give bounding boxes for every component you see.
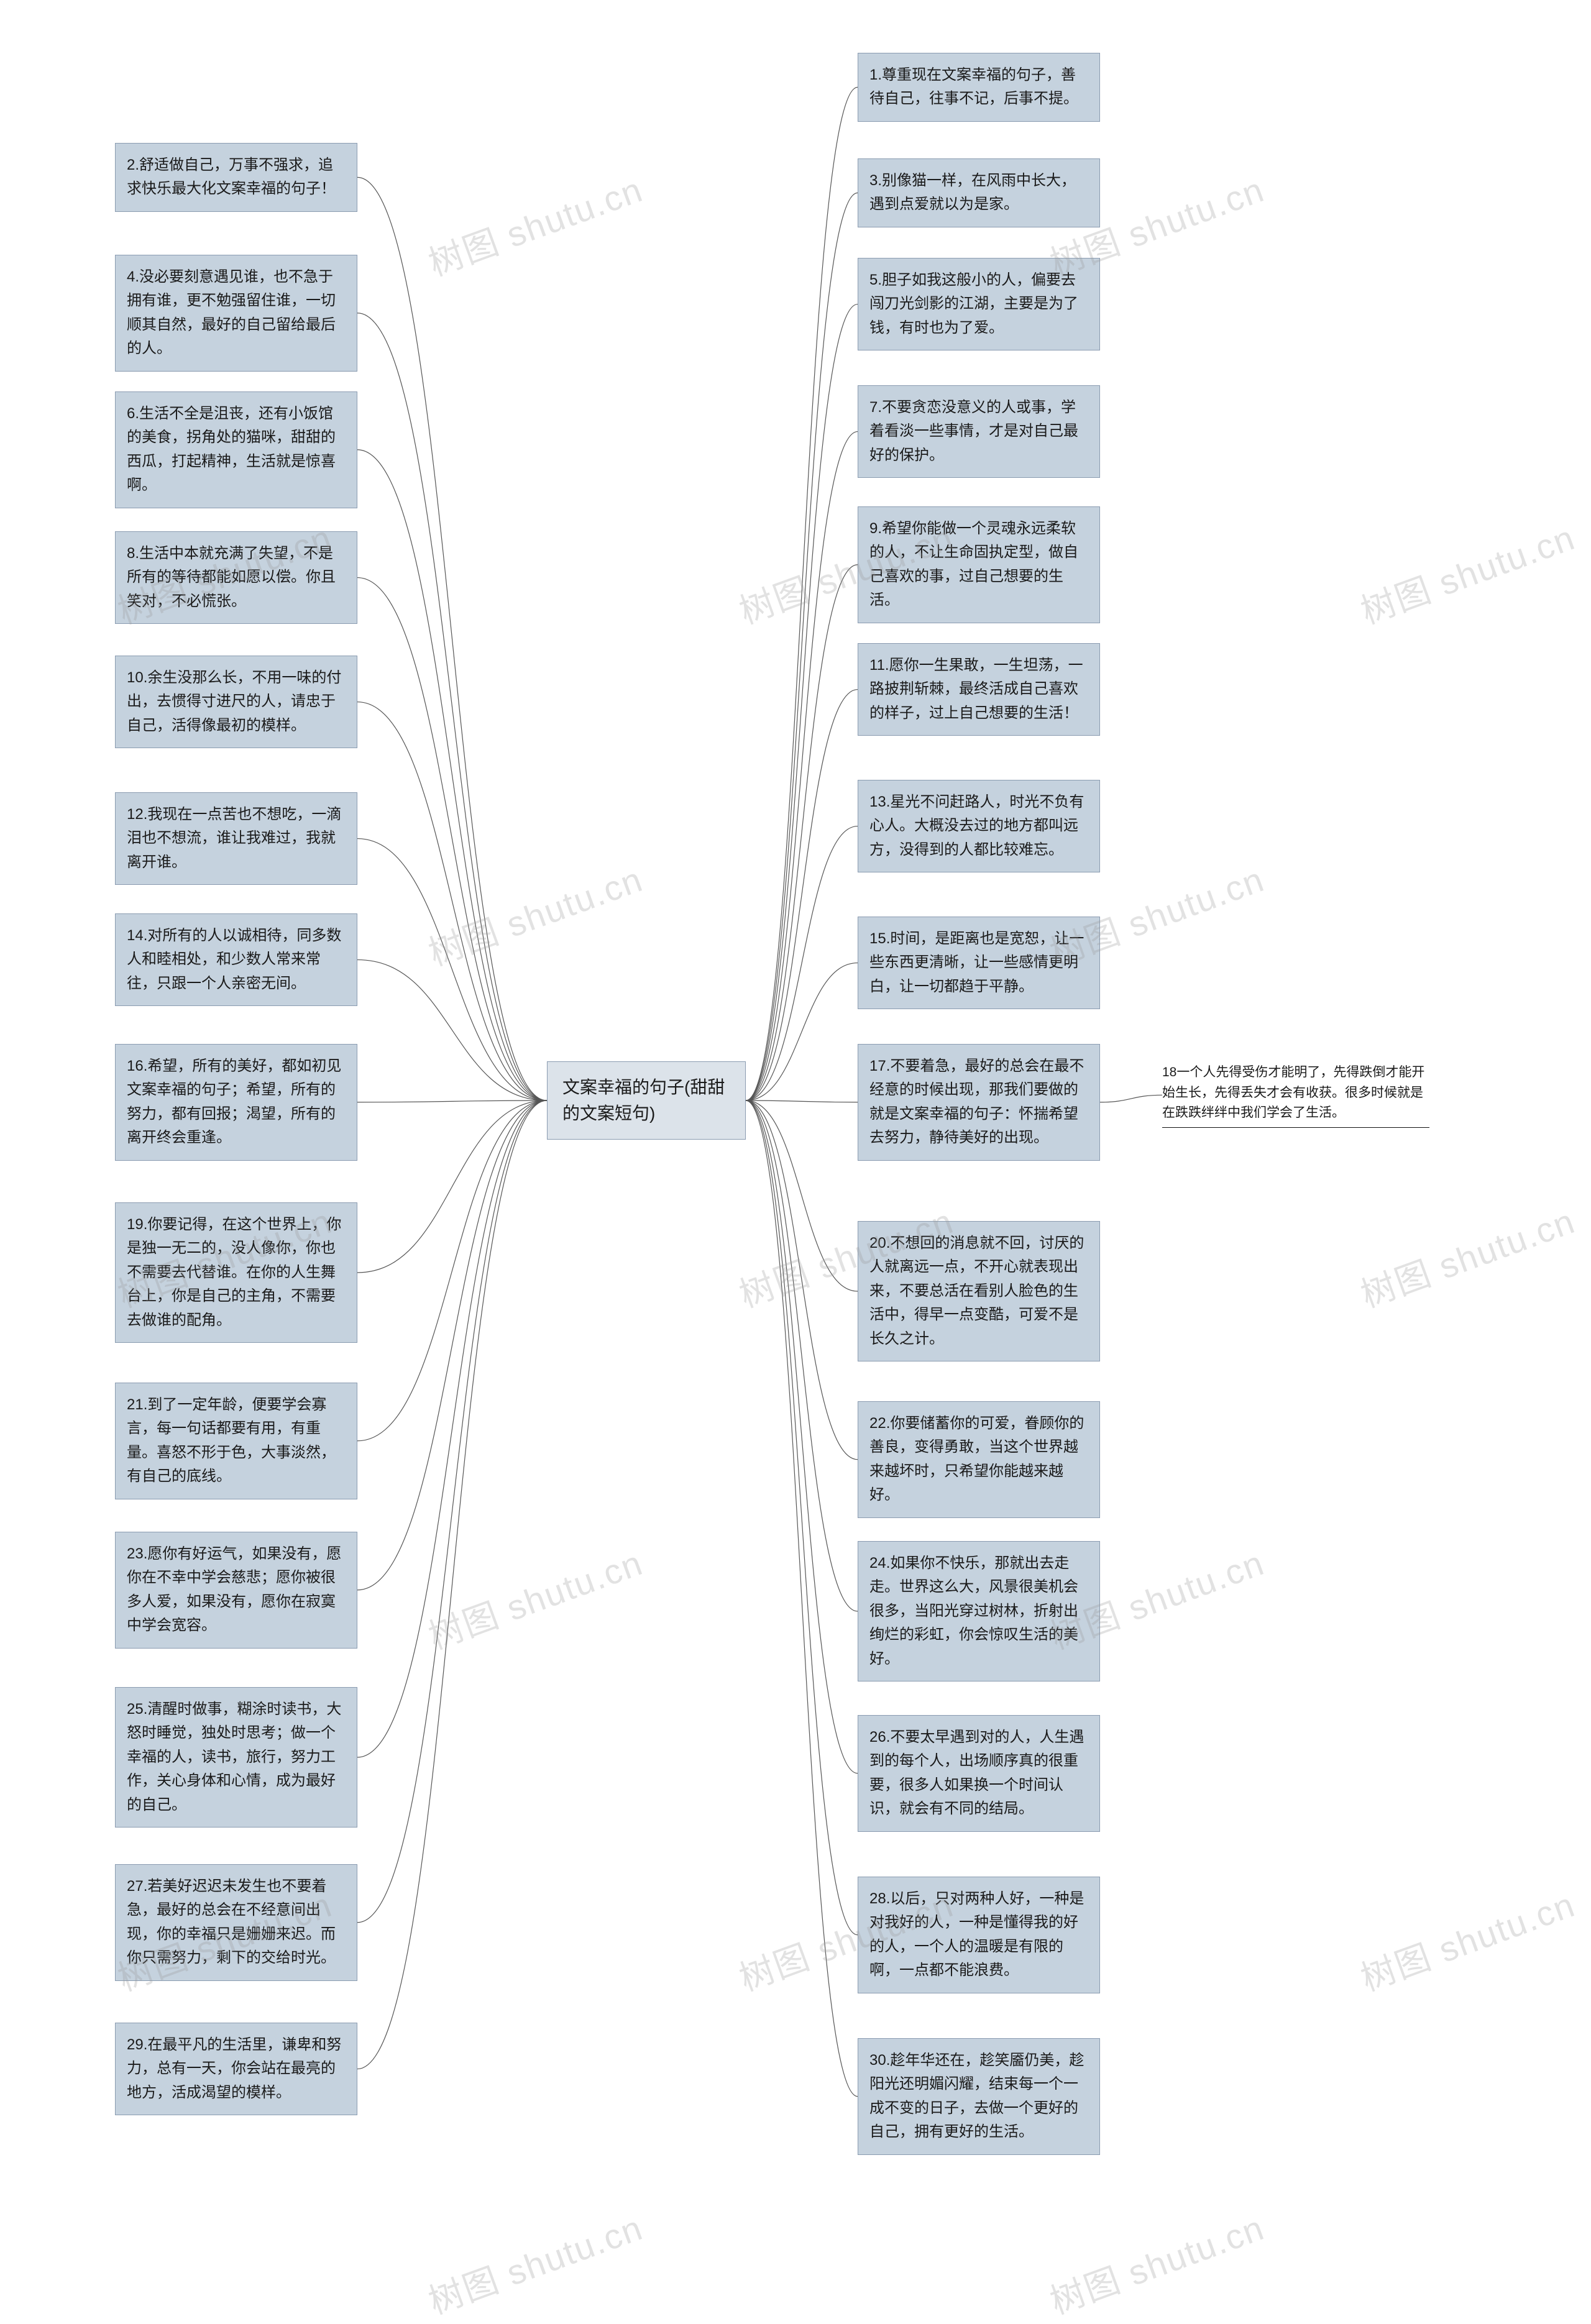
- watermark: 树图 shutu.cn: [1042, 2200, 1270, 2324]
- right-node: 1.尊重现在文案幸福的句子，善待自己，往事不记，后事不提。: [858, 53, 1100, 122]
- left-node-text: 25.清醒时做事，糊涂时读书，大怒时睡觉，独处时思考；做一个幸福的人，读书，旅行…: [127, 1701, 341, 1813]
- left-node-text: 12.我现在一点苦也不想吃，一滴泪也不想流，谁让我难过，我就离开谁。: [127, 806, 341, 871]
- left-node: 21.到了一定年龄，便要学会寡言，每一句话都要有用，有重量。喜怒不形于色，大事淡…: [115, 1383, 357, 1499]
- left-node: 23.愿你有好运气，如果没有，愿你在不幸中学会慈悲；愿你被很多人爱，如果没有，愿…: [115, 1532, 357, 1649]
- left-node: 25.清醒时做事，糊涂时读书，大怒时睡觉，独处时思考；做一个幸福的人，读书，旅行…: [115, 1687, 357, 1828]
- left-node: 16.希望，所有的美好，都如初见文案幸福的句子；希望，所有的努力，都有回报；渴望…: [115, 1044, 357, 1161]
- left-node: 12.我现在一点苦也不想吃，一滴泪也不想流，谁让我难过，我就离开谁。: [115, 792, 357, 885]
- left-node-text: 14.对所有的人以诚相待，同多数人和睦相处，和少数人常来常往，只跟一个人亲密无间…: [127, 927, 341, 992]
- left-node-text: 21.到了一定年龄，便要学会寡言，每一句话都要有用，有重量。喜怒不形于色，大事淡…: [127, 1396, 336, 1485]
- left-node-text: 6.生活不全是沮丧，还有小饭馆的美食，拐角处的猫咪，甜甜的西瓜，打起精神，生活就…: [127, 405, 336, 493]
- left-node-text: 23.愿你有好运气，如果没有，愿你在不幸中学会慈悲；愿你被很多人爱，如果没有，愿…: [127, 1545, 341, 1634]
- left-node-text: 4.没必要刻意遇见谁，也不急于拥有谁，更不勉强留住谁，一切顺其自然，最好的自己留…: [127, 268, 336, 357]
- left-node-text: 8.生活中本就充满了失望，不是所有的等待都能如愿以偿。你且笑对，不必慌张。: [127, 545, 336, 610]
- left-node: 8.生活中本就充满了失望，不是所有的等待都能如愿以偿。你且笑对，不必慌张。: [115, 531, 357, 624]
- left-node-text: 16.希望，所有的美好，都如初见文案幸福的句子；希望，所有的努力，都有回报；渴望…: [127, 1058, 341, 1146]
- right-node: 13.星光不问赶路人，时光不负有心人。大概没去过的地方都叫远方，没得到的人都比较…: [858, 780, 1100, 872]
- right-node-text: 13.星光不问赶路人，时光不负有心人。大概没去过的地方都叫远方，没得到的人都比较…: [869, 794, 1084, 858]
- right-node: 26.不要太早遇到对的人，人生遇到的每个人，出场顺序真的很重要，很多人如果换一个…: [858, 1715, 1100, 1832]
- right-node-text: 3.别像猫一样，在风雨中长大，遇到点爱就以为是家。: [869, 172, 1076, 213]
- left-node-text: 10.余生没那么长，不用一味的付出，去惯得寸进尺的人，请忠于自己，活得像最初的模…: [127, 669, 341, 734]
- watermark: 树图 shutu.cn: [421, 852, 649, 976]
- right-node-text: 9.希望你能做一个灵魂永远柔软的人，不让生命固执定型，做自己喜欢的事，过自己想要…: [869, 520, 1078, 608]
- right-node-text: 20.不想回的消息就不回，讨厌的人就离远一点，不开心就表现出来，不要总活在看别人…: [869, 1235, 1084, 1347]
- right-node: 15.时间，是距离也是宽恕，让一些东西更清晰，让一些感情更明白，让一切都趋于平静…: [858, 917, 1100, 1009]
- left-node-text: 19.你要记得，在这个世界上，你是独一无二的，没人像你，你也不需要去代替谁。在你…: [127, 1216, 341, 1329]
- left-node: 2.舒适做自己，万事不强求，追求快乐最大化文案幸福的句子！: [115, 143, 357, 212]
- grandchild-node: 18一个人先得受伤才能明了，先得跌倒才能开始生长，先得丢失才会有收获。很多时候就…: [1162, 1063, 1429, 1128]
- watermark: 树图 shutu.cn: [421, 162, 649, 286]
- watermark: 树图 shutu.cn: [1353, 1877, 1581, 2001]
- right-node-text: 1.尊重现在文案幸福的句子，善待自己，往事不记，后事不提。: [869, 66, 1078, 107]
- right-node-text: 15.时间，是距离也是宽恕，让一些东西更清晰，让一些感情更明白，让一切都趋于平静…: [869, 930, 1084, 995]
- left-node: 6.生活不全是沮丧，还有小饭馆的美食，拐角处的猫咪，甜甜的西瓜，打起精神，生活就…: [115, 391, 357, 508]
- right-node-text: 5.胆子如我这般小的人，偏要去闯刀光剑影的江湖，主要是为了钱，有时也为了爱。: [869, 272, 1078, 336]
- right-node-text: 17.不要着急，最好的总会在最不经意的时候出现，那我们要做的就是文案幸福的句子：…: [869, 1058, 1084, 1146]
- right-node: 9.希望你能做一个灵魂永远柔软的人，不让生命固执定型，做自己喜欢的事，过自己想要…: [858, 506, 1100, 623]
- right-node: 24.如果你不快乐，那就出去走走。世界这么大，风景很美机会很多，当阳光穿过树林，…: [858, 1541, 1100, 1681]
- right-node-text: 7.不要贪恋没意义的人或事，学着看淡一些事情，才是对自己最好的保护。: [869, 399, 1078, 464]
- center-node: 文案幸福的句子(甜甜的文案短句): [547, 1061, 746, 1140]
- right-node-text: 30.趁年华还在，趁笑靥仍美，趁阳光还明媚闪耀，结束每一个一成不变的日子，去做一…: [869, 2052, 1084, 2140]
- right-node: 28.以后，只对两种人好，一种是对我好的人，一种是懂得我的好的人，一个人的温暖是…: [858, 1877, 1100, 1993]
- grandchild-text: 18一个人先得受伤才能明了，先得跌倒才能开始生长，先得丢失才会有收获。很多时候就…: [1162, 1065, 1424, 1120]
- left-node-text: 29.在最平凡的生活里，谦卑和努力，总有一天，你会站在最亮的地方，活成渴望的模样…: [127, 2036, 341, 2101]
- left-node: 14.对所有的人以诚相待，同多数人和睦相处，和少数人常来常往，只跟一个人亲密无间…: [115, 913, 357, 1006]
- right-node-text: 22.你要储蓄你的可爱，眷顾你的善良，变得勇敢，当这个世界越来越坏时，只希望你能…: [869, 1415, 1084, 1503]
- center-node-text: 文案幸福的句子(甜甜的文案短句): [562, 1077, 725, 1123]
- left-node-text: 2.舒适做自己，万事不强求，追求快乐最大化文案幸福的句子！: [127, 157, 336, 197]
- right-node: 20.不想回的消息就不回，讨厌的人就离远一点，不开心就表现出来，不要总活在看别人…: [858, 1221, 1100, 1361]
- left-node: 27.若美好迟迟未发生也不要着急，最好的总会在不经意间出现，你的幸福只是姗姗来迟…: [115, 1864, 357, 1981]
- left-node: 19.你要记得，在这个世界上，你是独一无二的，没人像你，你也不需要去代替谁。在你…: [115, 1202, 357, 1343]
- watermark: 树图 shutu.cn: [1353, 1194, 1581, 1318]
- left-node: 29.在最平凡的生活里，谦卑和努力，总有一天，你会站在最亮的地方，活成渴望的模样…: [115, 2023, 357, 2115]
- right-node: 30.趁年华还在，趁笑靥仍美，趁阳光还明媚闪耀，结束每一个一成不变的日子，去做一…: [858, 2038, 1100, 2155]
- right-node-text: 11.愿你一生果敢，一生坦荡，一路披荆斩棘，最终活成自己喜欢的样子，过上自己想要…: [869, 657, 1083, 721]
- right-node-text: 24.如果你不快乐，那就出去走走。世界这么大，风景很美机会很多，当阳光穿过树林，…: [869, 1555, 1078, 1667]
- right-node: 22.你要储蓄你的可爱，眷顾你的善良，变得勇敢，当这个世界越来越坏时，只希望你能…: [858, 1401, 1100, 1518]
- right-node-text: 26.不要太早遇到对的人，人生遇到的每个人，出场顺序真的很重要，很多人如果换一个…: [869, 1729, 1084, 1817]
- right-node: 11.愿你一生果敢，一生坦荡，一路披荆斩棘，最终活成自己喜欢的样子，过上自己想要…: [858, 643, 1100, 736]
- watermark: 树图 shutu.cn: [421, 1535, 649, 1660]
- watermark: 树图 shutu.cn: [421, 2200, 649, 2324]
- right-node: 17.不要着急，最好的总会在最不经意的时候出现，那我们要做的就是文案幸福的句子：…: [858, 1044, 1100, 1161]
- right-node: 5.胆子如我这般小的人，偏要去闯刀光剑影的江湖，主要是为了钱，有时也为了爱。: [858, 258, 1100, 350]
- watermark: 树图 shutu.cn: [1353, 510, 1581, 634]
- right-node-text: 28.以后，只对两种人好，一种是对我好的人，一种是懂得我的好的人，一个人的温暖是…: [869, 1890, 1084, 1979]
- left-node: 4.没必要刻意遇见谁，也不急于拥有谁，更不勉强留住谁，一切顺其自然，最好的自己留…: [115, 255, 357, 372]
- right-node: 7.不要贪恋没意义的人或事，学着看淡一些事情，才是对自己最好的保护。: [858, 385, 1100, 478]
- left-node-text: 27.若美好迟迟未发生也不要着急，最好的总会在不经意间出现，你的幸福只是姗姗来迟…: [127, 1878, 336, 1966]
- left-node: 10.余生没那么长，不用一味的付出，去惯得寸进尺的人，请忠于自己，活得像最初的模…: [115, 656, 357, 748]
- right-node: 3.别像猫一样，在风雨中长大，遇到点爱就以为是家。: [858, 158, 1100, 227]
